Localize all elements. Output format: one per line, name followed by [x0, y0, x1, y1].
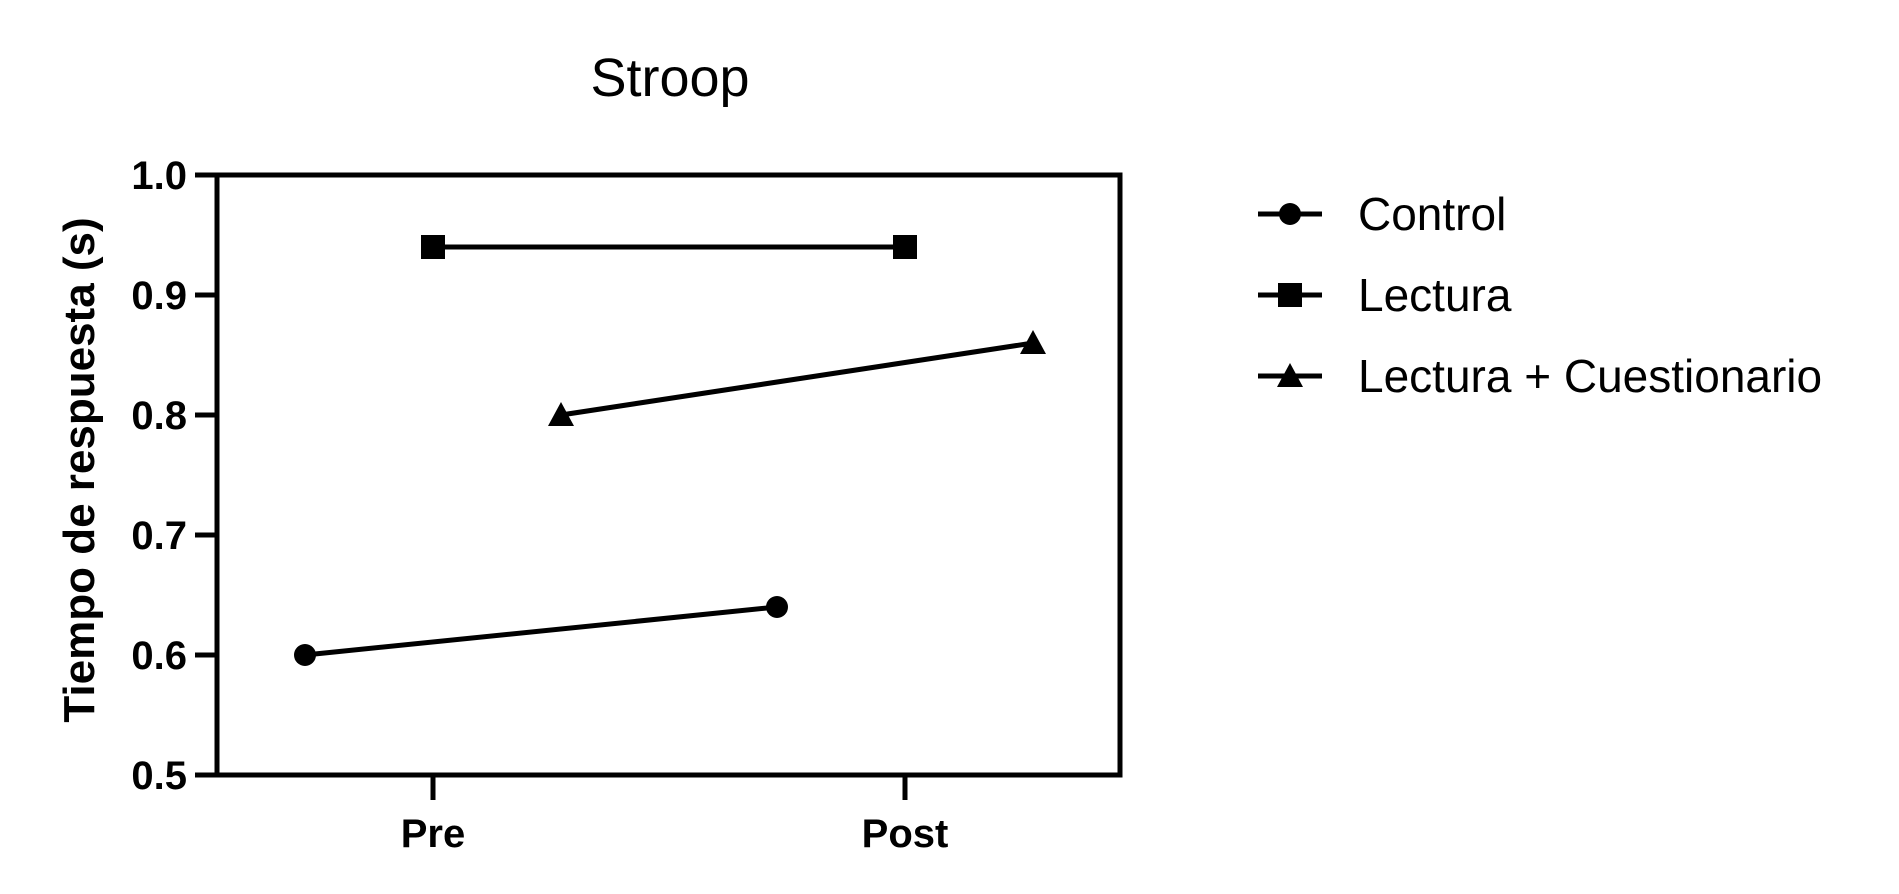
data-point — [421, 235, 445, 259]
data-point — [294, 644, 316, 666]
legend-item: Lectura + Cuestionario — [1258, 350, 1822, 402]
series-layer — [294, 235, 1046, 666]
legend-label: Lectura — [1358, 269, 1512, 321]
legend-label: Lectura + Cuestionario — [1358, 350, 1822, 402]
legend-marker — [1277, 363, 1303, 387]
series-line — [560, 340, 1034, 418]
data-point — [548, 402, 574, 426]
chart-title: Stroop — [590, 48, 749, 108]
series-lectura-cuestionario — [548, 330, 1046, 426]
series-control — [294, 596, 788, 666]
y-tick-label: 0.9 — [131, 274, 187, 318]
plot-frame — [214, 172, 1123, 778]
y-axis: 0.5 0.6 0.7 0.8 0.9 1.0 — [131, 154, 217, 798]
x-tick-label: Pre — [401, 812, 466, 856]
legend-item: Control — [1258, 188, 1506, 240]
data-point — [1020, 330, 1046, 354]
x-axis: Pre Post — [401, 775, 949, 856]
series-lectura — [421, 235, 917, 259]
legend-marker — [1278, 283, 1302, 307]
legend-marker — [1279, 203, 1301, 225]
y-tick-label: 0.6 — [131, 634, 187, 678]
series-line — [304, 604, 778, 658]
data-point — [766, 596, 788, 618]
legend: Control Lectura Lectura + Cuestionario — [1258, 188, 1822, 402]
legend-item: Lectura — [1258, 269, 1512, 321]
y-axis-label: Tiempo de respuesta (s) — [55, 217, 104, 722]
y-tick-label: 0.5 — [131, 754, 187, 798]
y-tick-label: 1.0 — [131, 154, 187, 198]
legend-label: Control — [1358, 188, 1506, 240]
y-tick-label: 0.8 — [131, 394, 187, 438]
y-tick-label: 0.7 — [131, 514, 187, 558]
x-tick-label: Post — [862, 812, 949, 856]
data-point — [893, 235, 917, 259]
